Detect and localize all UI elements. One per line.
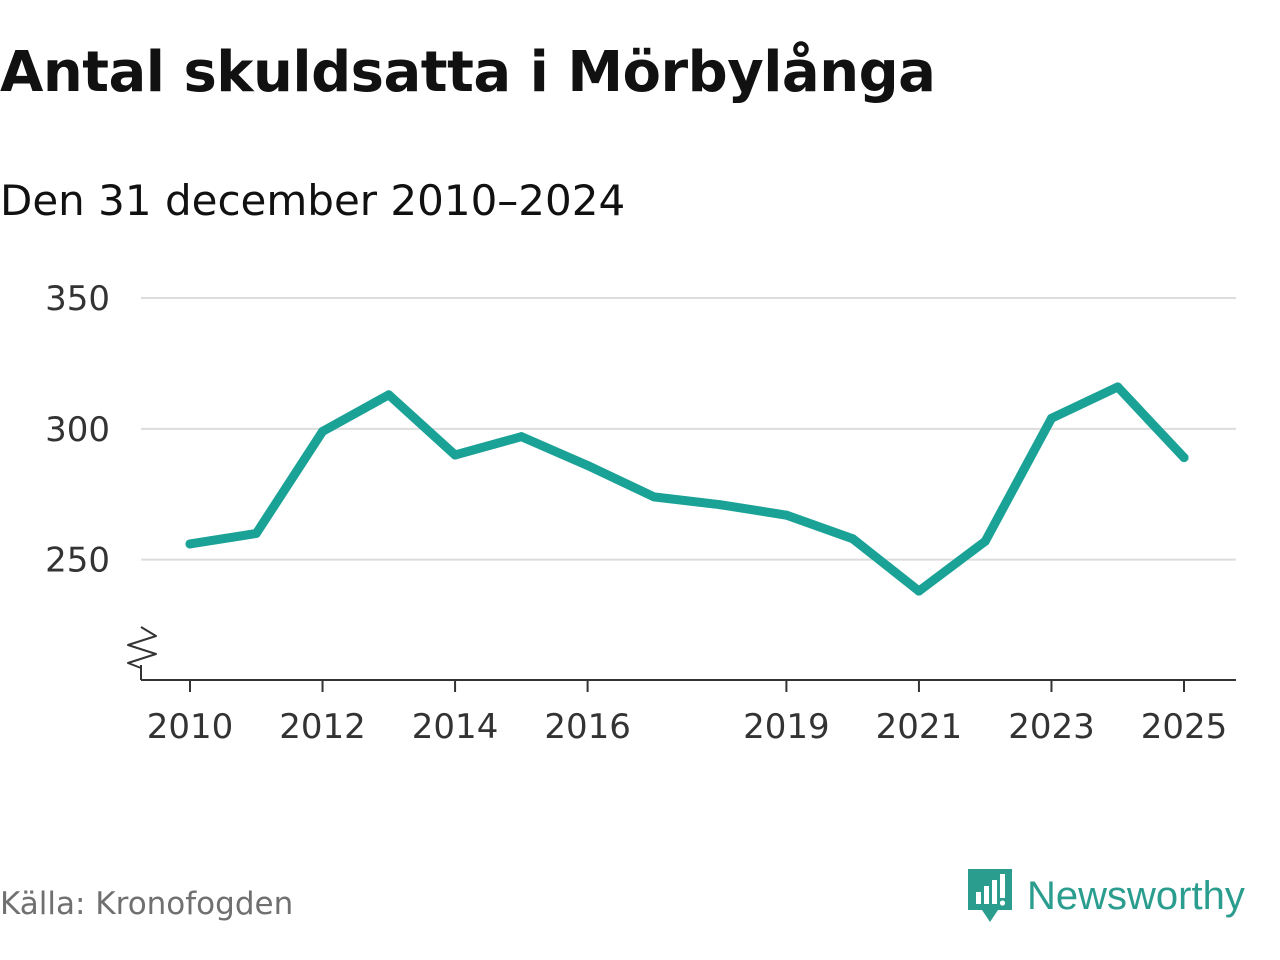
x-tick-label-2023: 2023 xyxy=(1008,707,1095,747)
x-tick-label-2021: 2021 xyxy=(876,707,963,747)
data-point-2015 xyxy=(516,432,526,442)
data-point-2025 xyxy=(1179,453,1189,463)
y-tick-label-250: 250 xyxy=(45,541,110,581)
brand-logo: Newsworthy xyxy=(965,866,1245,926)
data-point-2011 xyxy=(251,528,261,538)
x-tick-label-2012: 2012 xyxy=(279,707,366,747)
axis-break-icon xyxy=(127,626,157,669)
y-tick-label-300: 300 xyxy=(45,410,110,450)
data-point-2019 xyxy=(781,510,791,520)
data-point-2016 xyxy=(583,460,593,470)
data-point-2010 xyxy=(185,539,195,549)
data-point-2017 xyxy=(649,492,659,502)
x-tick-label-2016: 2016 xyxy=(544,707,631,747)
x-tick-label-2025: 2025 xyxy=(1141,707,1228,747)
chart-title: Antal skuldsatta i Mörbylånga xyxy=(0,40,936,105)
data-point-2014 xyxy=(450,450,460,460)
x-tick-label-2019: 2019 xyxy=(743,707,830,747)
y-tick-label-350: 350 xyxy=(45,279,110,319)
data-point-2020 xyxy=(848,534,858,544)
source-note: Källa: Kronofogden xyxy=(0,886,294,922)
brand-name: Newsworthy xyxy=(1027,873,1245,918)
data-point-2023 xyxy=(1046,413,1056,423)
series-line-0 xyxy=(185,382,1189,596)
x-tick-label-2014: 2014 xyxy=(412,707,499,747)
data-point-2024 xyxy=(1113,382,1123,392)
x-tick-label-2010: 2010 xyxy=(147,707,234,747)
data-point-2021 xyxy=(914,586,924,596)
data-point-2013 xyxy=(384,390,394,400)
data-point-2018 xyxy=(715,500,725,510)
chart-subtitle: Den 31 december 2010–2024 xyxy=(0,176,626,225)
newsworthy-logo-icon xyxy=(968,869,1012,922)
data-point-2022 xyxy=(980,536,990,546)
data-point-2012 xyxy=(318,426,328,436)
